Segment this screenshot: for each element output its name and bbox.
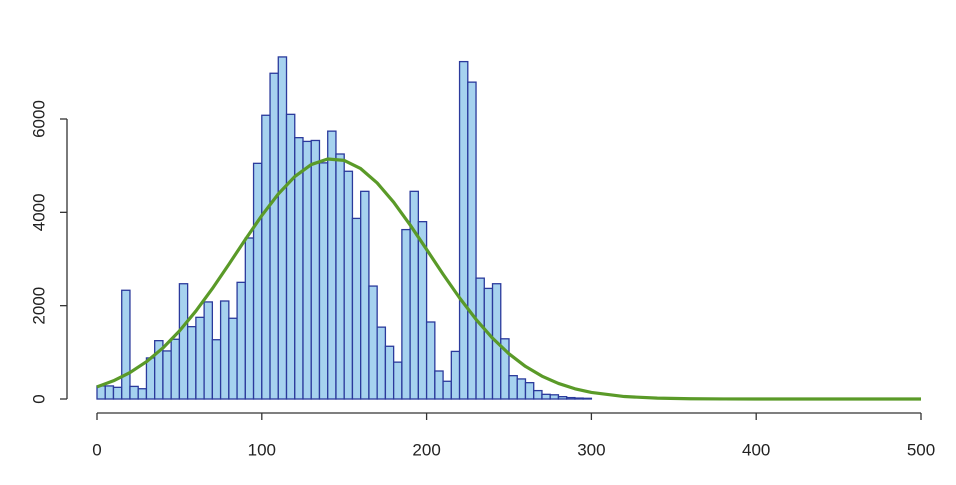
bar — [219, 300, 230, 400]
bar — [549, 394, 560, 400]
bar — [236, 281, 246, 400]
bar — [401, 228, 411, 400]
bar — [228, 317, 238, 400]
bar — [384, 345, 395, 400]
y-tick-label: 0 — [29, 394, 48, 403]
bar — [524, 382, 535, 400]
bar — [351, 217, 362, 400]
bar — [458, 60, 469, 400]
bar — [434, 370, 444, 400]
x-tick-label: 100 — [248, 440, 276, 459]
density-curve — [96, 157, 921, 401]
bar — [417, 221, 428, 400]
bar — [392, 361, 403, 400]
bar — [310, 139, 321, 400]
y-tick-label: 6000 — [29, 100, 48, 138]
bar — [376, 326, 387, 400]
bar — [557, 396, 568, 400]
bar — [450, 350, 461, 400]
bar — [442, 380, 452, 400]
bar — [343, 170, 354, 400]
bar — [582, 397, 593, 400]
bar — [318, 162, 329, 400]
bar — [170, 338, 181, 400]
bar — [162, 350, 172, 400]
bar — [145, 357, 156, 400]
bar — [516, 378, 527, 400]
bar — [302, 140, 312, 400]
x-tick-label: 0 — [92, 440, 101, 459]
bar — [121, 289, 131, 400]
bar — [178, 283, 189, 400]
bar — [261, 114, 271, 400]
bar — [211, 339, 222, 400]
y-tick-label: 4000 — [29, 193, 48, 231]
bar — [508, 375, 518, 400]
bar — [566, 396, 576, 400]
bar — [500, 338, 510, 400]
y-tick-label: 2000 — [29, 287, 48, 325]
bar — [285, 113, 296, 400]
bar — [104, 385, 115, 400]
x-tick-label: 200 — [412, 440, 440, 459]
bar — [186, 326, 197, 400]
bar — [409, 190, 420, 400]
bar — [541, 393, 551, 400]
bar — [533, 389, 543, 400]
x-tick-label: 300 — [577, 440, 605, 459]
bar — [574, 397, 584, 400]
bar — [475, 277, 485, 400]
bar — [112, 386, 123, 400]
bar — [360, 190, 370, 400]
x-tick-label: 400 — [742, 440, 770, 459]
bar — [425, 321, 436, 400]
bar — [195, 316, 205, 400]
bar — [483, 287, 494, 400]
bar — [203, 301, 214, 400]
bar — [335, 153, 345, 400]
bar — [252, 162, 263, 400]
bar — [327, 130, 337, 400]
bar — [137, 388, 148, 400]
bar — [269, 72, 279, 400]
x-tick-label: 500 — [907, 440, 935, 459]
bar — [467, 81, 477, 400]
bar — [129, 385, 139, 400]
bar — [244, 237, 255, 400]
bar — [277, 56, 288, 400]
bar — [368, 285, 378, 400]
